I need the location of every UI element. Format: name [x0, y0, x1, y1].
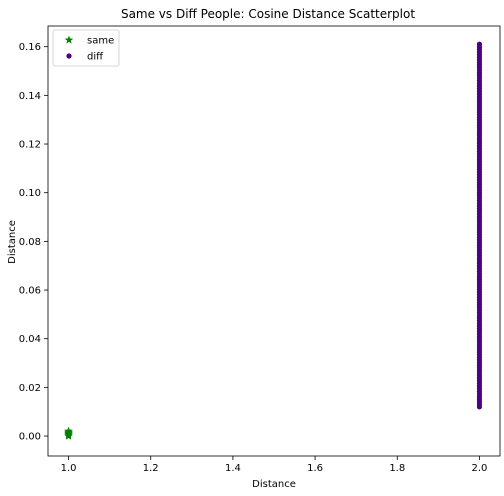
x-tick-label: 1.4	[225, 463, 241, 474]
y-tick-label: 0.14	[19, 91, 41, 102]
x-tick-label: 1.2	[143, 463, 159, 474]
x-tick-label: 2.0	[472, 463, 488, 474]
y-tick-label: 0.08	[19, 237, 41, 248]
diff-point	[476, 41, 483, 47]
x-axis: 1.0 1.2 1.4 1.6 1.8 2.0	[61, 456, 488, 474]
legend-label-same: same	[87, 36, 114, 47]
legend-label-diff: diff	[87, 52, 104, 63]
y-tick-label: 0.02	[19, 383, 41, 394]
x-tick-label: 1.8	[389, 463, 405, 474]
same-point	[64, 426, 73, 435]
y-tick-label: 0.04	[19, 334, 41, 345]
x-axis-label: Distance	[252, 479, 296, 490]
y-tick-label: 0.12	[19, 140, 41, 151]
y-tick-label: 0.06	[19, 286, 41, 297]
y-axis-label: Distance	[7, 220, 18, 264]
x-tick-label: 1.0	[61, 463, 77, 474]
legend: same diff	[52, 29, 120, 67]
x-tick-label: 1.6	[307, 463, 323, 474]
y-tick-label: 0.16	[19, 42, 41, 53]
y-axis: 0.00 0.02 0.04 0.06 0.08 0.10 0.12 0.14 0.16	[19, 42, 48, 443]
y-tick-label: 0.00	[19, 432, 41, 443]
chart-title: Same vs Diff People: Cosine Distance Sca…	[121, 7, 415, 21]
legend-marker-same	[64, 35, 74, 44]
y-tick-label: 0.10	[19, 188, 41, 199]
legend-marker-diff	[66, 53, 72, 59]
plot-area	[47, 25, 501, 457]
